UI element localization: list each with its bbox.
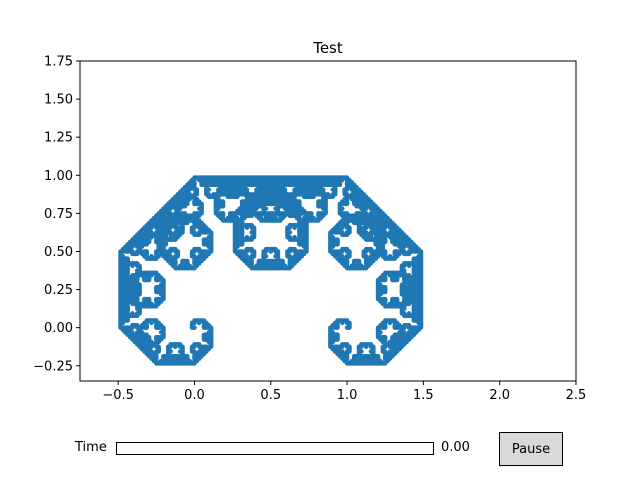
y-tick-label: −0.25 bbox=[33, 359, 73, 374]
x-tick-label: −0.5 bbox=[102, 388, 134, 403]
x-tick-label: 1.0 bbox=[337, 388, 358, 403]
time-slider[interactable] bbox=[116, 442, 434, 455]
y-tick-label: 1.75 bbox=[44, 55, 73, 70]
time-slider-label: Time bbox=[75, 440, 107, 455]
chart-title: Test bbox=[312, 39, 343, 57]
axes-frame bbox=[79, 60, 577, 382]
x-tick-label: 0.0 bbox=[184, 388, 205, 403]
y-tick-label: 1.00 bbox=[44, 169, 73, 184]
y-tick-label: 1.50 bbox=[44, 93, 73, 108]
y-tick-label: 0.75 bbox=[44, 207, 73, 222]
time-slider-value: 0.00 bbox=[441, 440, 470, 455]
y-tick-label: 1.25 bbox=[44, 131, 73, 146]
plot-area bbox=[79, 60, 577, 382]
y-axis: −0.25 0.00 0.25 0.50 0.75 1.00 1.25 1.50 1.75 bbox=[33, 55, 80, 374]
y-tick-label: 0.50 bbox=[44, 245, 73, 260]
x-axis: −0.5 0.0 0.5 1.0 1.5 2.0 2.5 bbox=[102, 381, 586, 403]
curve-layer bbox=[118, 175, 424, 366]
levy-curve-line bbox=[118, 175, 424, 366]
y-tick-label: 0.00 bbox=[44, 321, 73, 336]
pause-button[interactable]: Pause bbox=[499, 432, 563, 466]
x-tick-label: 2.0 bbox=[489, 388, 510, 403]
x-tick-label: 0.5 bbox=[260, 388, 281, 403]
y-tick-label: 0.25 bbox=[44, 283, 73, 298]
x-tick-label: 1.5 bbox=[413, 388, 434, 403]
x-tick-label: 2.5 bbox=[566, 388, 587, 403]
